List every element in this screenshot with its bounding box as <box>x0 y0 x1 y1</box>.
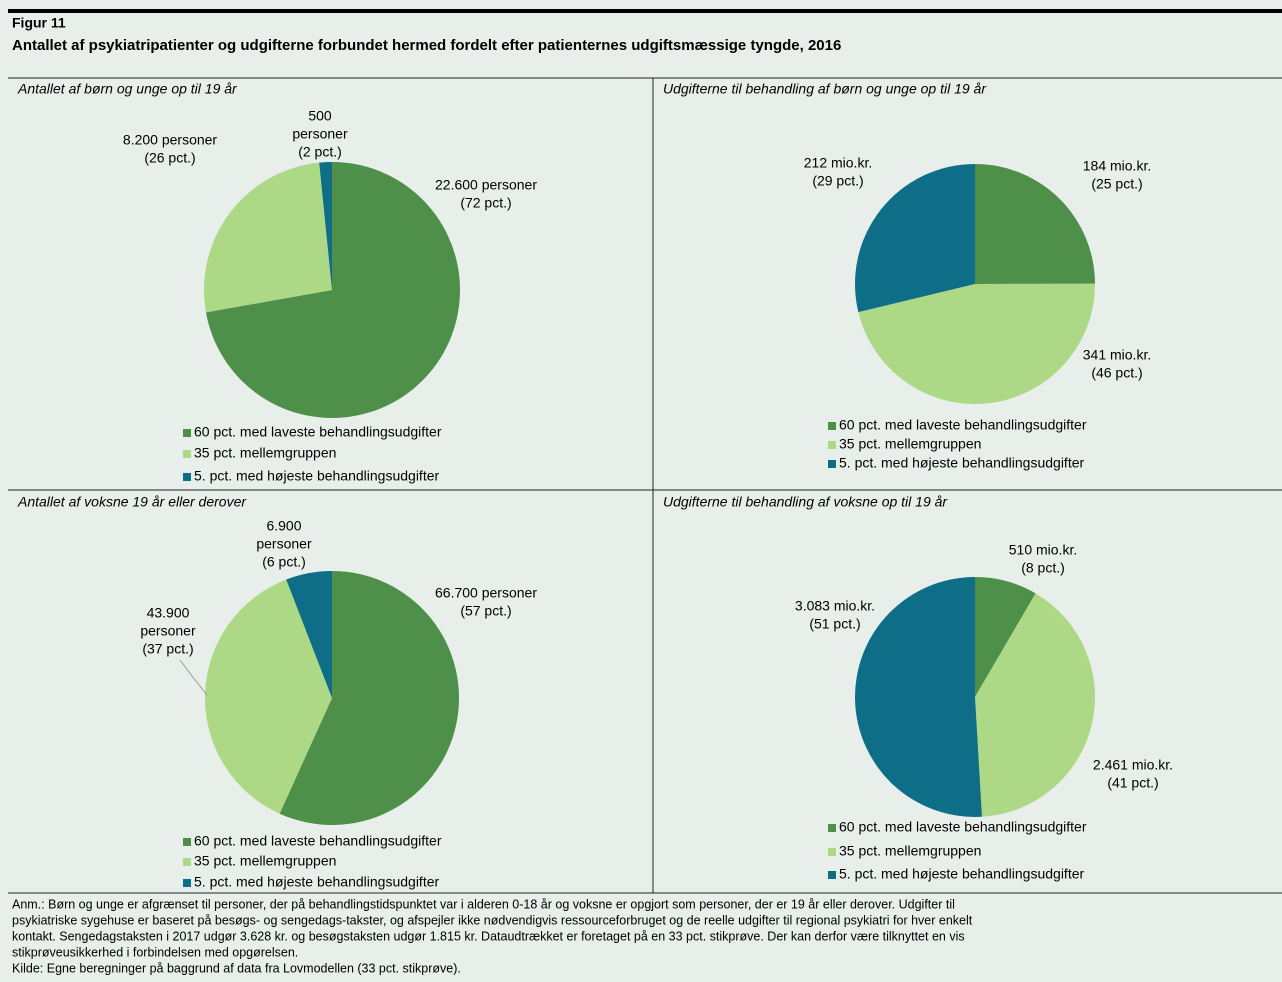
pie-slice <box>279 571 459 825</box>
figure-title: Antallet af psykiatripatienter og udgift… <box>12 37 841 54</box>
panel-title: Udgifterne til behandling af voksne op t… <box>663 494 948 510</box>
pie-slice <box>286 571 332 698</box>
legend-swatch <box>828 871 836 879</box>
data-label: (46 pct.) <box>1091 365 1142 381</box>
data-label: 3.083 mio.kr. <box>795 598 875 614</box>
legend-swatch <box>828 441 836 449</box>
panel-title: Antallet af voksne 19 år eller derover <box>17 494 247 510</box>
legend-label: 60 pct. med laveste behandlingsudgifter <box>839 819 1087 835</box>
legend-label: 5. pct. med højeste behandlingsudgifter <box>839 866 1084 882</box>
legend-label: 5. pct. med højeste behandlingsudgifter <box>194 874 439 890</box>
data-label: 510 mio.kr. <box>1009 542 1077 558</box>
pie-slice <box>205 579 332 814</box>
pie-slice <box>205 162 460 418</box>
pie-slice <box>319 162 332 290</box>
note: stikprøveusikkerhed i forbindelsen med o… <box>12 945 298 959</box>
legend-swatch <box>183 450 191 458</box>
legend-label: 60 pct. med laveste behandlingsudgifter <box>839 417 1087 433</box>
legend-label: 35 pct. mellemgruppen <box>839 436 981 452</box>
data-label: 43.900 <box>147 605 190 621</box>
data-label: 66.700 personer <box>435 585 537 601</box>
data-label: (2 pct.) <box>298 144 342 160</box>
data-label: (51 pct.) <box>809 616 860 632</box>
data-label: 22.600 personer <box>435 177 537 193</box>
legend-swatch <box>183 429 191 437</box>
data-label: (72 pct.) <box>460 195 511 211</box>
legend-swatch <box>828 460 836 468</box>
note: kontakt. Sengedagstaksten i 2017 udgør 3… <box>12 929 965 943</box>
legend-swatch <box>183 879 191 887</box>
legend-label: 5. pct. med højeste behandlingsudgifter <box>839 455 1084 471</box>
data-label: personer <box>256 536 312 552</box>
legend-label: 35 pct. mellemgruppen <box>839 843 981 859</box>
pie-slice <box>855 164 975 313</box>
panel-title: Antallet af børn og unge op til 19 år <box>17 81 238 97</box>
data-label: (29 pct.) <box>812 173 863 189</box>
legend-label: 60 pct. med laveste behandlingsudgifter <box>194 424 442 440</box>
note: psykiatriske sygehuse er baseret på besø… <box>12 913 973 927</box>
legend-label: 35 pct. mellemgruppen <box>194 853 336 869</box>
legend-swatch <box>183 838 191 846</box>
data-label: (37 pct.) <box>142 641 193 657</box>
data-label: (8 pct.) <box>1021 560 1065 576</box>
pie-slice <box>203 162 332 313</box>
legend-label: 35 pct. mellemgruppen <box>194 445 336 461</box>
legend-swatch <box>828 848 836 856</box>
data-label: (25 pct.) <box>1091 176 1142 192</box>
data-label: (6 pct.) <box>262 554 306 570</box>
data-label: personer <box>140 623 196 639</box>
data-label: (57 pct.) <box>460 603 511 619</box>
note: Kilde: Egne beregninger på baggrund af d… <box>12 961 461 975</box>
figure-label: Figur 11 <box>12 15 66 31</box>
pie-slice <box>858 283 1095 404</box>
legend-swatch <box>183 473 191 481</box>
data-label: (26 pct.) <box>144 150 195 166</box>
pie-slice <box>975 593 1095 817</box>
legend-swatch <box>183 858 191 866</box>
data-label: 212 mio.kr. <box>804 155 872 171</box>
data-label: 500 <box>308 108 332 124</box>
top-rule <box>8 9 1282 13</box>
pie-slice <box>975 164 1095 284</box>
leader-line <box>179 659 208 696</box>
legend-label: 5. pct. med højeste behandlingsudgifter <box>194 468 439 484</box>
pie-slice <box>975 577 1036 697</box>
data-label: personer <box>292 126 348 142</box>
data-label: 6.900 <box>266 518 301 534</box>
panel-title: Udgifterne til behandling af børn og ung… <box>663 81 987 97</box>
legend-swatch <box>828 824 836 832</box>
data-label: (41 pct.) <box>1107 775 1158 791</box>
data-label: 2.461 mio.kr. <box>1093 757 1173 773</box>
legend-label: 60 pct. med laveste behandlingsudgifter <box>194 833 442 849</box>
data-label: 341 mio.kr. <box>1083 347 1151 363</box>
note: Anm.: Børn og unge er afgrænset til pers… <box>12 897 955 911</box>
legend-swatch <box>828 422 836 430</box>
data-label: 184 mio.kr. <box>1083 158 1151 174</box>
pie-slice <box>855 577 982 817</box>
panel-borders <box>8 77 1282 894</box>
data-label: 8.200 personer <box>123 132 218 148</box>
